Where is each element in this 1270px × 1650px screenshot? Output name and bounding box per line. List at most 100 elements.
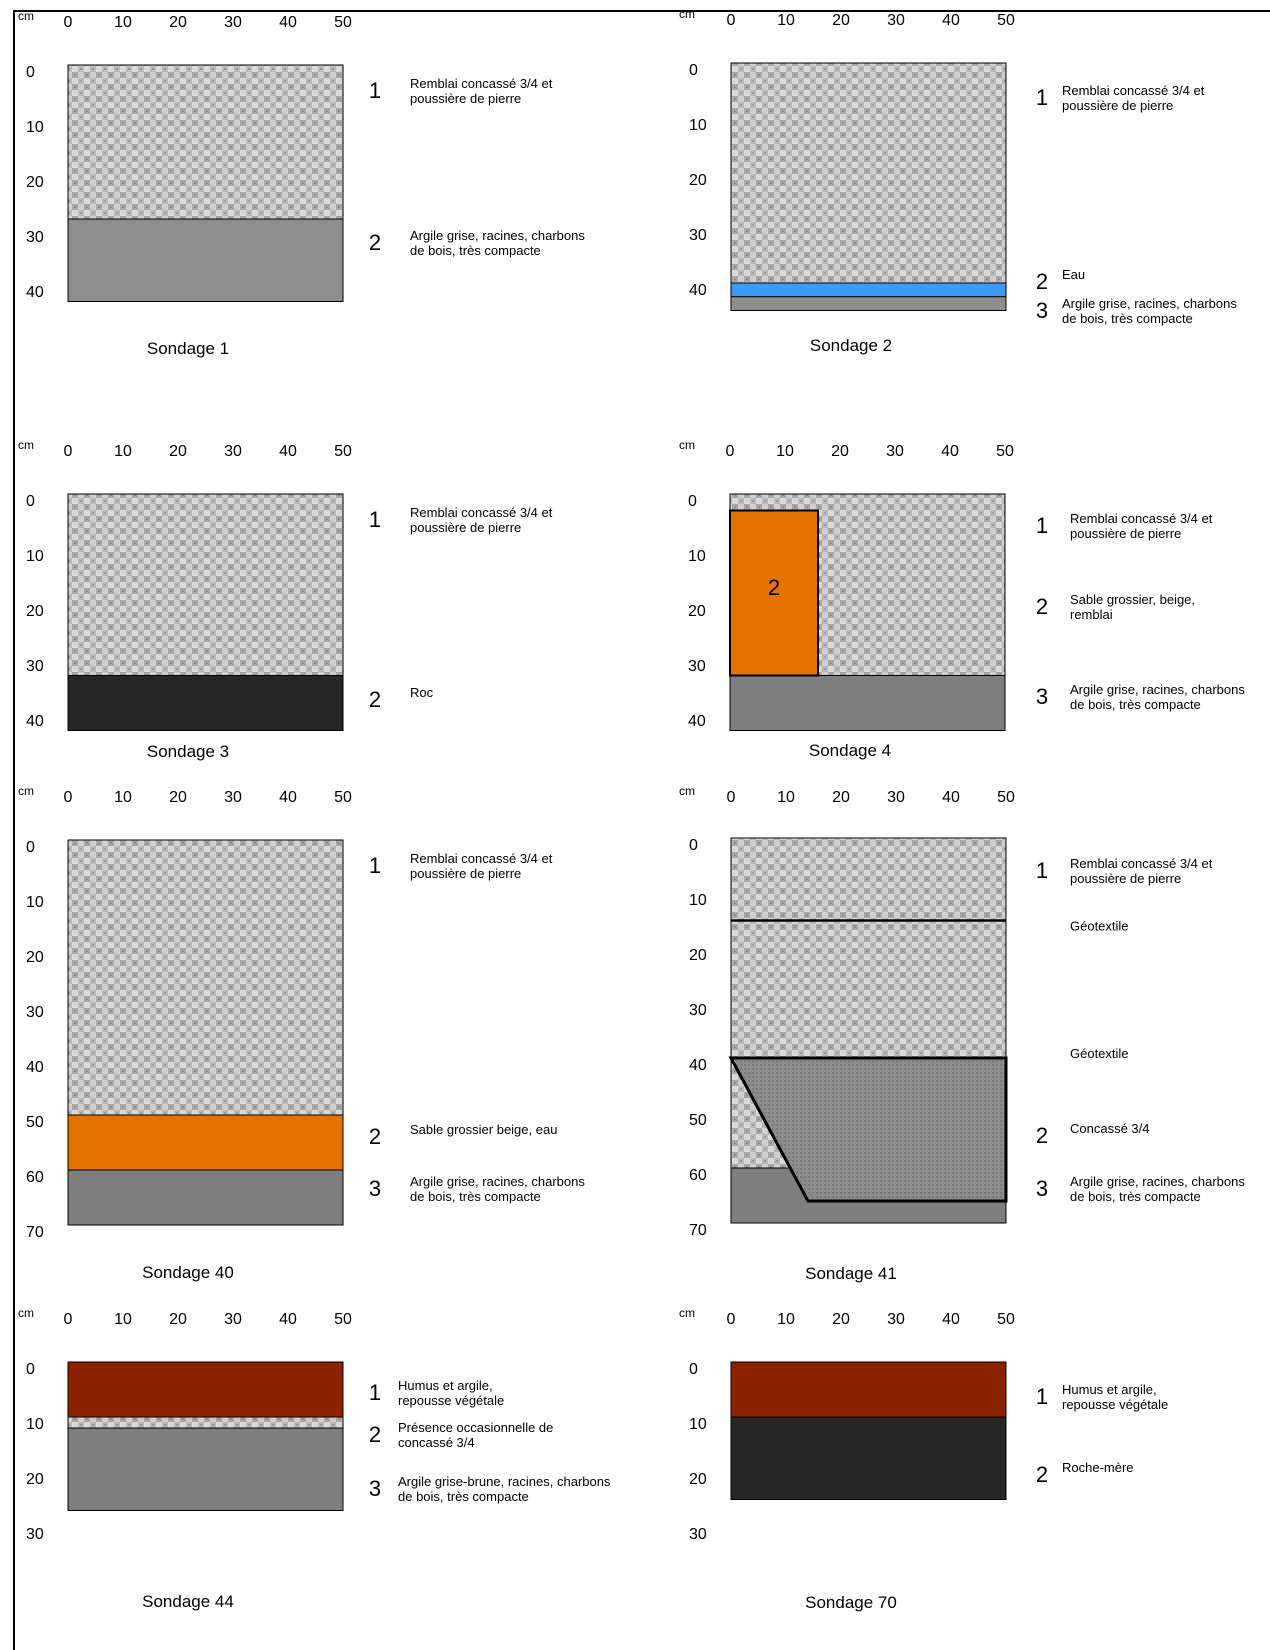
depth-tick-label: 0 — [689, 837, 698, 854]
page-frame — [13, 10, 1270, 1650]
x-tick-label: 40 — [279, 789, 297, 806]
depth-tick-label: 40 — [688, 713, 706, 730]
x-tick-label: 30 — [224, 443, 242, 460]
x-tick-label: 40 — [941, 443, 959, 460]
x-tick-label: 30 — [887, 1311, 905, 1328]
depth-tick-label: 30 — [26, 658, 44, 675]
unit-label: cm — [18, 438, 34, 452]
x-tick-label: 50 — [997, 12, 1015, 29]
depth-tick-label: 50 — [26, 1114, 44, 1131]
layer-argile_dark — [729, 675, 1006, 731]
layer-number-label: 1 — [1036, 513, 1048, 538]
x-tick-label: 40 — [279, 14, 297, 31]
unit-label: cm — [18, 1306, 34, 1320]
layer-number-label: 3 — [369, 1176, 381, 1201]
x-tick-label: 20 — [169, 14, 187, 31]
layer-description: de bois, très compacte — [410, 243, 541, 258]
depth-tick-label: 0 — [26, 64, 35, 81]
layer-remblai — [730, 62, 1007, 284]
layer-description: Argile grise, racines, charbons — [410, 1174, 585, 1189]
x-tick-label: 0 — [727, 12, 736, 29]
layer-number-label: 2 — [369, 687, 381, 712]
sounding-outline — [67, 839, 344, 1226]
depth-tick-label: 40 — [689, 282, 707, 299]
x-tick-label: 10 — [114, 789, 132, 806]
depth-tick-label: 40 — [689, 1057, 707, 1074]
x-tick-label: 0 — [64, 789, 73, 806]
layer-remblai — [67, 64, 344, 220]
sounding-panel: cm 0 10 20 30 40 50 0 10 20 30 1 Humus et argile,rep… — [18, 1306, 611, 1611]
annotation-label: Géotextile — [1070, 1046, 1129, 1061]
sounding-panel: cm 0 10 20 30 40 50 0 10 20 30 40 1 Remblai concassé … — [18, 9, 585, 358]
x-tick-label: 50 — [334, 14, 352, 31]
x-tick-label: 30 — [224, 789, 242, 806]
x-tick-label: 40 — [942, 12, 960, 29]
x-tick-label: 40 — [279, 443, 297, 460]
sounding-title: Sondage 40 — [142, 1263, 234, 1282]
layer-argile_dark — [67, 1169, 344, 1226]
x-tick-label: 20 — [169, 789, 187, 806]
depth-tick-label: 10 — [26, 1416, 44, 1433]
x-tick-label: 20 — [832, 12, 850, 29]
layer-description: Humus et argile, — [1062, 1382, 1157, 1397]
sounding-title: Sondage 70 — [805, 1593, 897, 1612]
unit-label: cm — [679, 784, 695, 798]
layer-eau — [730, 282, 1007, 298]
sounding-title: Sondage 41 — [805, 1264, 897, 1283]
depth-tick-label: 30 — [689, 227, 707, 244]
layer-remblai — [67, 839, 344, 1116]
layer-argile — [731, 1168, 1006, 1223]
x-tick-label: 0 — [727, 1311, 736, 1328]
depth-tick-label: 30 — [26, 1526, 44, 1543]
depth-tick-label: 0 — [689, 62, 698, 79]
depth-tick-label: 20 — [689, 1471, 707, 1488]
depth-tick-label: 20 — [26, 949, 44, 966]
sounding-panel: cm 0 10 20 30 40 50 0 10 20 30 40 50 60 70 1 Remblai con… — [18, 784, 585, 1282]
layer-number-label: 1 — [369, 507, 381, 532]
layer-description: Argile grise, racines, charbons — [1062, 296, 1237, 311]
layer-description: Sable grossier, beige, — [1070, 592, 1195, 607]
depth-tick-label: 20 — [689, 172, 707, 189]
x-tick-label: 0 — [727, 789, 736, 806]
x-tick-label: 10 — [777, 1311, 795, 1328]
layer-number-label: 2 — [369, 230, 381, 255]
sounding-title: Sondage 3 — [147, 742, 229, 761]
layer-description: poussière de pierre — [410, 520, 521, 535]
depth-tick-label: 20 — [26, 603, 44, 620]
layer-description: Remblai concassé 3/4 et — [1070, 511, 1213, 526]
layer-description: poussière de pierre — [1070, 871, 1181, 886]
depth-tick-label: 0 — [688, 493, 697, 510]
layer-number-label: 1 — [1036, 85, 1048, 110]
layer-description: repousse végétale — [1062, 1397, 1168, 1412]
unit-label: cm — [679, 7, 695, 21]
layer-description: de bois, très compacte — [1062, 311, 1193, 326]
x-tick-label: 50 — [996, 443, 1014, 460]
x-tick-label: 50 — [334, 443, 352, 460]
x-tick-label: 50 — [334, 1311, 352, 1328]
layer-number-label: 2 — [1036, 269, 1048, 294]
sounding-panel: cm 0 10 20 30 40 50 0 10 20 30 40 1 Remblai concassé … — [18, 438, 553, 761]
depth-tick-label: 10 — [688, 548, 706, 565]
sounding-outline — [730, 62, 1007, 311]
layer-description: remblai — [1070, 607, 1113, 622]
x-tick-label: 20 — [169, 1311, 187, 1328]
x-tick-label: 10 — [776, 443, 794, 460]
unit-label: cm — [679, 438, 695, 452]
x-tick-label: 40 — [279, 1311, 297, 1328]
x-tick-label: 30 — [887, 789, 905, 806]
depth-tick-label: 20 — [688, 603, 706, 620]
layer-description: Humus et argile, — [398, 1378, 493, 1393]
depth-tick-label: 0 — [26, 839, 35, 856]
x-tick-label: 30 — [224, 14, 242, 31]
layer-number-label: 3 — [1036, 1176, 1048, 1201]
layer-description: concassé 3/4 — [398, 1435, 475, 1450]
annotation-label: Géotextile — [1070, 919, 1129, 934]
sounding-title: Sondage 1 — [147, 339, 229, 358]
x-tick-label: 40 — [942, 1311, 960, 1328]
sounding-panel: cm 0 10 20 30 40 50 0 10 20 30 40 1 Remblai concassé … — [679, 7, 1237, 355]
depth-tick-label: 0 — [689, 1361, 698, 1378]
x-tick-label: 50 — [997, 1311, 1015, 1328]
layer-description: poussière de pierre — [410, 91, 521, 106]
layer-number-label: 2 — [1036, 1462, 1048, 1487]
layer-remblai — [67, 1416, 344, 1429]
